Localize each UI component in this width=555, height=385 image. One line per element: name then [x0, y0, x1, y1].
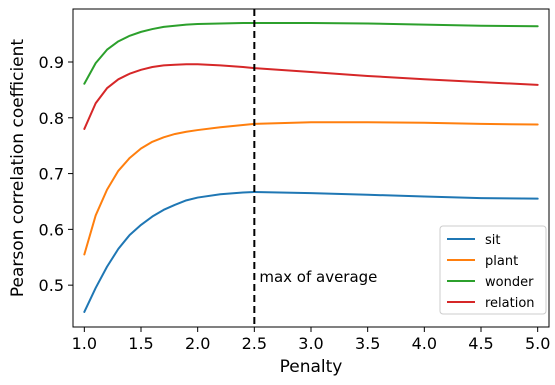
x-tick-label: 1.5: [128, 334, 153, 353]
x-tick-label: 1.0: [72, 334, 97, 353]
x-tick-label: 3.5: [355, 334, 380, 353]
series-line-sit: [83, 190, 539, 313]
legend-label-relation: relation: [485, 296, 535, 311]
x-axis-ticks: 1.0 1.5 2.0 2.5 3.0 3.5 4.0 4.5 5.0: [72, 327, 550, 353]
legend-label-wonder: wonder: [485, 275, 534, 290]
y-tick-label: 0.8: [39, 109, 64, 128]
legend: sit plant wonder relation: [439, 225, 547, 315]
y-tick-label: 0.9: [39, 53, 64, 72]
legend-box: [439, 225, 547, 315]
x-axis-label: Penalty: [280, 357, 343, 377]
series-line-plant: [83, 121, 539, 256]
x-tick-label: 3.0: [298, 334, 323, 353]
y-tick-label: 0.6: [39, 220, 64, 239]
y-axis-label: Pearson correlation coefficient: [8, 39, 28, 298]
y-axis-ticks: 0.5 0.6 0.7 0.8 0.9: [39, 53, 73, 295]
plot-marks: [83, 9, 539, 327]
vline-annotation: max of average: [259, 268, 377, 286]
x-tick-label: 2.0: [185, 334, 210, 353]
legend-label-sit: sit: [485, 233, 500, 248]
legend-label-plant: plant: [485, 254, 518, 269]
y-tick-label: 0.7: [39, 165, 64, 184]
y-tick-label: 0.5: [39, 276, 64, 295]
x-tick-label: 5.0: [525, 334, 550, 353]
x-tick-label: 2.5: [242, 334, 267, 353]
x-tick-label: 4.0: [412, 334, 437, 353]
series-line-wonder: [83, 21, 539, 85]
series-line-relation: [83, 63, 539, 130]
x-tick-label: 4.5: [468, 334, 493, 353]
